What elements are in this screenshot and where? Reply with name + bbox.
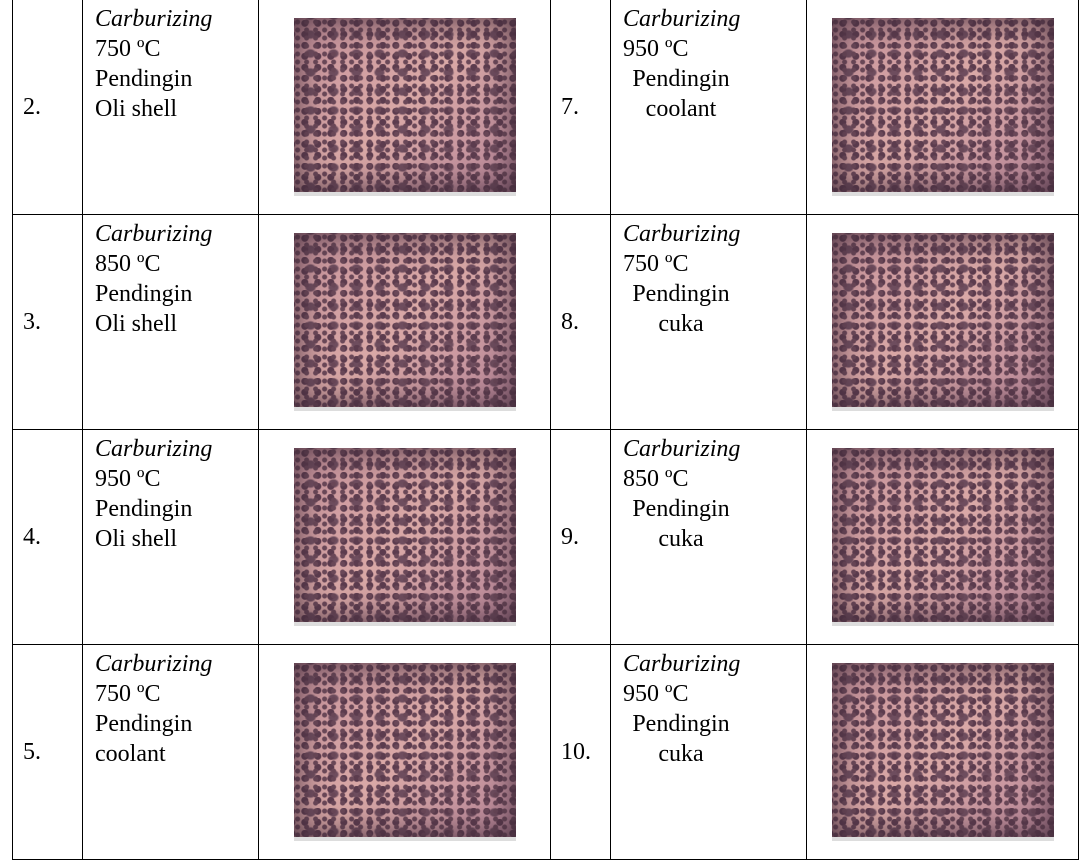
sample-number: 10. (561, 739, 591, 765)
description-line: Carburizing (95, 4, 258, 34)
description-line: 750 ºC (623, 249, 806, 279)
micrograph (294, 233, 516, 411)
micrograph (832, 18, 1054, 196)
description-line: Pendingin (95, 64, 258, 94)
description-line: 750 ºC (95, 679, 258, 709)
description-line: 950 ºC (623, 679, 806, 709)
micrograph (832, 663, 1054, 841)
sample-number: 4. (23, 524, 41, 550)
micrograph (832, 233, 1054, 411)
sample-number: 2. (23, 94, 41, 120)
description-line: Pendingin (95, 279, 258, 309)
description-line: 850 ºC (623, 464, 806, 494)
description-line: cuka (623, 524, 735, 554)
description-line: 750 ºC (95, 34, 258, 64)
description-line: Carburizing (623, 4, 806, 34)
micrograph (294, 663, 516, 841)
sample-number: 3. (23, 309, 41, 335)
description-line: Carburizing (623, 434, 806, 464)
image-cell (259, 645, 551, 860)
number-cell: 4. (13, 430, 83, 645)
description-line: Pendingin (623, 709, 735, 739)
image-cell (807, 215, 1079, 430)
number-cell: 8. (551, 215, 611, 430)
description-line: 850 ºC (95, 249, 258, 279)
sample-number: 9. (561, 524, 579, 550)
micrograph (832, 448, 1054, 626)
description-line: Pendingin (623, 64, 735, 94)
sample-number: 5. (23, 739, 41, 765)
description-line: Pendingin (95, 494, 258, 524)
micrograph (294, 448, 516, 626)
description-line: Pendingin (623, 494, 735, 524)
number-cell: 2. (13, 0, 83, 215)
image-cell (807, 0, 1079, 215)
description-line: Carburizing (623, 219, 806, 249)
description-line: Carburizing (95, 649, 258, 679)
description-line: cuka (623, 739, 735, 769)
description-line: Pendingin (95, 709, 258, 739)
image-cell (807, 645, 1079, 860)
number-cell: 9. (551, 430, 611, 645)
description-line: Pendingin (623, 279, 735, 309)
description-line: Carburizing (623, 649, 806, 679)
description-line: Oli shell (95, 94, 258, 124)
number-cell: 3. (13, 215, 83, 430)
page: 2.Carburizing750 ºCPendinginOli shell7.C… (0, 0, 1086, 848)
description-line: 950 ºC (95, 464, 258, 494)
description-line: cuka (623, 309, 735, 339)
description-line: coolant (95, 739, 258, 769)
image-cell (259, 215, 551, 430)
image-cell (259, 430, 551, 645)
description-line: coolant (623, 94, 735, 124)
number-cell: 5. (13, 645, 83, 860)
micrograph (294, 18, 516, 196)
number-cell: 7. (551, 0, 611, 215)
image-cell (807, 430, 1079, 645)
description-line: Oli shell (95, 309, 258, 339)
image-cell (259, 0, 551, 215)
description-line: Carburizing (95, 434, 258, 464)
description-line: Carburizing (95, 219, 258, 249)
description-line: Oli shell (95, 524, 258, 554)
description-line: 950 ºC (623, 34, 806, 64)
number-cell: 10. (551, 645, 611, 860)
sample-number: 7. (561, 94, 579, 120)
sample-number: 8. (561, 309, 579, 335)
